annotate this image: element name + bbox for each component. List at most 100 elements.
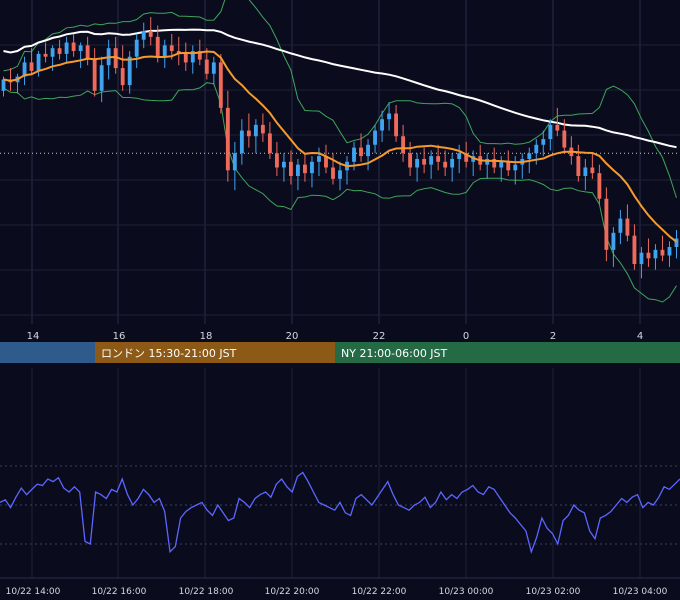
candle [359, 133, 363, 162]
candle-body [155, 36, 160, 57]
candle-body [267, 133, 272, 154]
candle-body [303, 164, 307, 174]
candle [541, 130, 546, 157]
candle [141, 22, 146, 49]
candle-body [317, 156, 321, 162]
candle-body [134, 39, 139, 57]
candle-body [534, 144, 539, 154]
candle-body [274, 153, 279, 168]
candle-body [604, 198, 609, 250]
candle-body [422, 158, 427, 165]
candle-body [78, 45, 83, 52]
candle [92, 48, 97, 97]
candle-body [169, 45, 174, 52]
candle-body [85, 45, 90, 60]
candle-body [674, 238, 679, 247]
candle-body [394, 113, 399, 137]
candle-body [576, 156, 581, 176]
candle [597, 164, 602, 205]
candle [436, 144, 441, 171]
candle-body [548, 124, 553, 140]
candle [338, 161, 342, 191]
candle [274, 141, 279, 176]
time-tick-label: 10/23 02:00 [526, 587, 581, 597]
candle [660, 235, 665, 262]
time-tick-label: 10/22 16:00 [92, 587, 147, 597]
candle-body [618, 218, 623, 233]
candle-body [57, 48, 62, 54]
candle-body [204, 59, 209, 74]
candle-body [625, 218, 630, 236]
candle-body [183, 53, 188, 63]
candle [127, 51, 132, 94]
candle [548, 119, 553, 151]
candle-body [527, 153, 532, 159]
price-x-tick-label: 4 [637, 331, 643, 342]
candle [183, 42, 188, 71]
candle [401, 124, 406, 162]
time-axis: 10/22 14:00 10/22 16:00 10/22 18:00 10/22 2… [0, 577, 680, 597]
price-x-tick-label: 20 [286, 331, 299, 342]
session-band-ny [335, 342, 680, 363]
candle [22, 56, 27, 86]
candle-body [352, 147, 356, 162]
candle [422, 147, 427, 174]
candle-body [380, 119, 384, 131]
candle-body [429, 156, 434, 165]
candle [394, 105, 399, 142]
candle [57, 39, 62, 60]
candle [162, 39, 167, 69]
candle-body [338, 170, 342, 179]
candle-body [583, 167, 588, 176]
candle [639, 247, 644, 279]
candle [120, 45, 125, 91]
candle-body [141, 31, 146, 40]
candle-body [225, 107, 230, 171]
time-tick-label: 10/23 04:00 [613, 587, 668, 597]
candle [204, 48, 209, 80]
candle-body [597, 173, 602, 199]
candle [331, 153, 335, 185]
candle-body [43, 53, 48, 57]
candle-body [401, 136, 406, 154]
candle-body [331, 167, 335, 179]
candle-body [415, 158, 420, 168]
session-label-ny: NY 21:00-06:00 JST [341, 347, 448, 360]
candle [211, 56, 216, 86]
candle-body [113, 48, 118, 69]
session-band-tokyo [0, 342, 95, 363]
price-x-axis: 14 16 18 20 22 0 2 4 [27, 331, 644, 342]
candle [380, 110, 384, 142]
candle [590, 153, 595, 179]
candle [303, 153, 307, 182]
candle-body [555, 124, 560, 131]
candle-body [590, 167, 595, 174]
candle-body [50, 48, 55, 57]
candle [148, 16, 153, 46]
candle [576, 144, 581, 182]
candle [85, 36, 90, 66]
candle [555, 107, 560, 137]
candle-body [92, 59, 97, 91]
candle-body [289, 161, 293, 176]
candle [232, 141, 237, 191]
session-band-london [95, 342, 335, 363]
candle-body [281, 161, 286, 168]
candle-body [253, 124, 258, 137]
oscillator-grid [0, 368, 680, 578]
time-tick-label: 10/22 18:00 [179, 587, 234, 597]
candle [289, 150, 293, 185]
candle-body [513, 164, 518, 171]
candle-body [71, 42, 76, 52]
candle-body [36, 53, 41, 71]
candle-body [492, 158, 497, 168]
candle [513, 156, 518, 185]
candle [134, 34, 139, 69]
candle [225, 90, 230, 182]
candle-body [190, 51, 195, 63]
candle-body [464, 153, 469, 162]
candle-body [499, 161, 504, 168]
